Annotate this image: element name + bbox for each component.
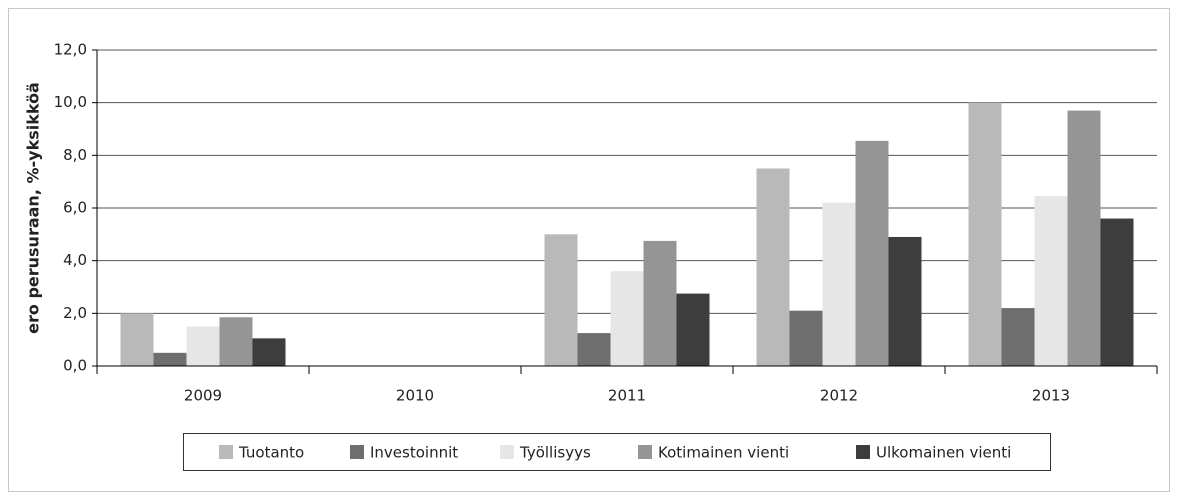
frame	[8, 8, 1170, 492]
y-tick-label: 4,0	[63, 251, 87, 269]
bar	[120, 313, 154, 366]
bar	[643, 240, 677, 366]
bar	[219, 317, 253, 366]
legend-label: Kotimainen vienti	[658, 444, 789, 462]
bar	[1034, 196, 1068, 366]
bar	[186, 326, 220, 366]
y-tick-label: 0,0	[63, 357, 87, 375]
bar	[252, 338, 286, 366]
legend-swatch	[219, 445, 233, 459]
bar	[1001, 308, 1035, 366]
y-tick-label: 10,0	[54, 93, 87, 111]
bar	[968, 102, 1002, 367]
bar	[153, 352, 187, 366]
bar	[1100, 218, 1134, 366]
legend-label: Työllisyys	[519, 444, 591, 462]
legend-swatch	[856, 445, 870, 459]
bar	[1067, 110, 1101, 366]
y-tick-label: 6,0	[63, 199, 87, 217]
legend-swatch	[350, 445, 364, 459]
x-tick-label: 2010	[396, 387, 434, 405]
bar	[855, 140, 889, 366]
bar	[676, 293, 710, 366]
x-tick-label: 2011	[608, 387, 646, 405]
bar	[577, 333, 611, 366]
bar	[789, 310, 823, 366]
x-tick-label: 2012	[820, 387, 858, 405]
y-tick-label: 2,0	[63, 304, 87, 322]
bar	[610, 271, 644, 366]
y-tick-label: 8,0	[63, 146, 87, 164]
legend-label: Tuotanto	[238, 444, 304, 462]
bar	[888, 236, 922, 366]
legend-swatch	[500, 445, 514, 459]
legend-label: Investoinnit	[370, 444, 458, 462]
bar	[822, 202, 856, 366]
bar	[544, 234, 578, 366]
legend-swatch	[638, 445, 652, 459]
x-tick-label: 2009	[184, 387, 222, 405]
bar	[756, 168, 790, 366]
x-tick-label: 2013	[1032, 387, 1070, 405]
legend-label: Ulkomainen vienti	[876, 444, 1011, 462]
y-tick-label: 12,0	[54, 41, 87, 59]
y-axis-label: ero perusuraan, %-yksikköä	[24, 82, 43, 334]
legend-box	[183, 433, 1051, 471]
